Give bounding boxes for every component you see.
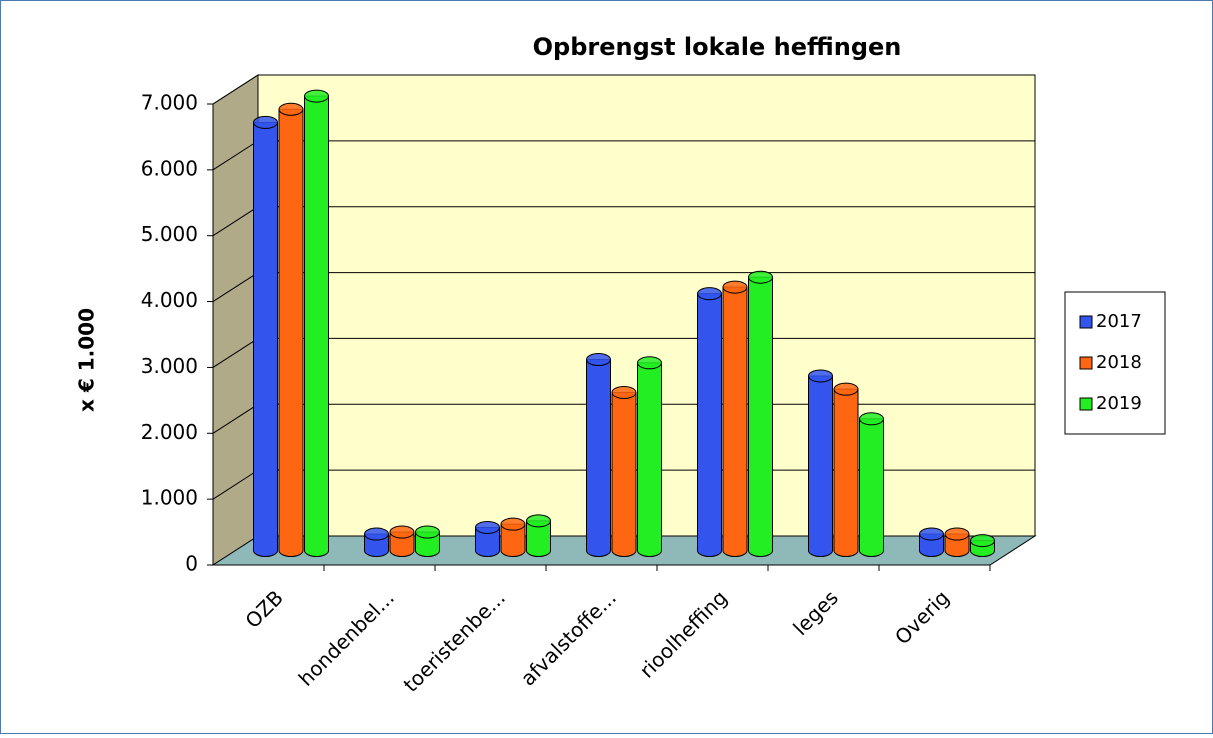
side-wall (212, 74, 259, 566)
y-tick-label: 3.000 (141, 354, 198, 378)
bar-top (389, 525, 415, 539)
bar-cover (416, 549, 439, 552)
y-tick-label: 1.000 (141, 486, 198, 510)
bar (637, 362, 662, 551)
bar-top (278, 102, 304, 116)
grid-line (212, 206, 259, 237)
bar-top (415, 525, 440, 539)
bar-cover (390, 549, 414, 552)
y-tick-label: 0 (185, 552, 198, 576)
legend-swatch (1079, 397, 1093, 411)
bar (722, 286, 748, 551)
bar-cover (365, 549, 388, 552)
bar (253, 121, 278, 552)
bar-cover (945, 549, 969, 552)
bar (748, 276, 773, 551)
bar-cover (638, 549, 661, 552)
bar (586, 359, 611, 551)
bar-top (611, 385, 637, 399)
bar-top (500, 517, 526, 531)
bar-top (253, 115, 278, 129)
bar-cover (749, 549, 772, 552)
bar-top (748, 270, 773, 284)
grid-line (212, 338, 259, 368)
bar (808, 375, 833, 551)
bar (859, 418, 884, 551)
grid-line (212, 74, 259, 105)
y-tick-label: 6.000 (141, 156, 198, 180)
bar (278, 108, 304, 551)
bar-cover (698, 549, 721, 552)
bar-top (586, 353, 611, 367)
bar-top (970, 534, 995, 548)
bar-top (475, 520, 500, 534)
bar-top (526, 514, 551, 528)
bar-cover (834, 549, 858, 552)
bar-cover (860, 549, 883, 552)
legend-swatch (1079, 315, 1093, 329)
grid-line (212, 403, 259, 434)
bar-cover (476, 549, 499, 552)
bar-top (919, 527, 944, 541)
chart-title: Opbrengst lokale heffingen (533, 33, 902, 61)
bar-cover (527, 549, 550, 552)
bar-cover (809, 549, 832, 552)
bar (697, 293, 722, 551)
grid-line (212, 140, 259, 171)
bar-cover (612, 549, 636, 552)
y-tick-label: 2.000 (141, 420, 198, 444)
legend-swatch (1079, 356, 1093, 370)
bar (611, 391, 637, 552)
bar-top (304, 89, 329, 103)
legend-label: 2017 (1096, 311, 1142, 332)
bar-top (364, 527, 389, 541)
legend-label: 2019 (1096, 393, 1142, 414)
y-tick-label: 4.000 (141, 288, 198, 312)
bar (833, 388, 859, 551)
bar-top (833, 382, 859, 396)
bar-cover (587, 549, 610, 552)
y-axis-label: x € 1.000 (75, 308, 99, 412)
bar-cover (305, 549, 328, 552)
bar-top (722, 280, 748, 294)
y-tick-label: 7.000 (141, 91, 198, 115)
bar-top (859, 412, 884, 426)
legend-label: 2018 (1096, 352, 1142, 373)
bar-top (944, 527, 970, 541)
bar-cover (254, 549, 277, 552)
y-tick-label: 5.000 (141, 222, 198, 246)
bar-cover (920, 549, 943, 552)
bar-top (808, 369, 833, 383)
bar-top (637, 356, 662, 370)
grid-line (212, 469, 259, 500)
bar-cover (723, 549, 747, 552)
bar-cover (501, 549, 525, 552)
bar-cover (971, 549, 994, 552)
bar (304, 95, 329, 551)
bar-top (697, 287, 722, 301)
grid-line (212, 272, 259, 302)
bar-cover (279, 549, 303, 552)
